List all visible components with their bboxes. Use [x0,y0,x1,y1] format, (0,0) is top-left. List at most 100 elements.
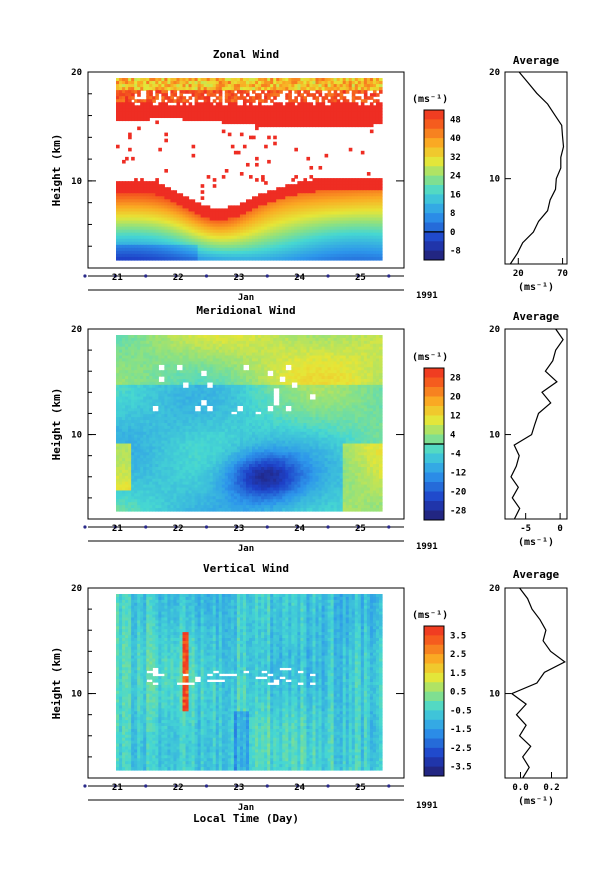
heatmap-cell [209,335,214,339]
heatmap-cell [128,349,132,354]
heatmap-cell [282,367,286,371]
heatmap-cell [303,102,308,106]
heatmap-cell [270,93,274,97]
heatmap-cell [330,196,335,200]
heatmap-cell [270,84,274,88]
heatmap-cell [279,384,283,389]
heatmap-cell [182,358,187,362]
heatmap-cell [315,229,320,234]
heatmap-cell [264,229,268,234]
heatmap-cell [215,376,220,380]
heatmap-cell [146,376,150,380]
heatmap-cell [173,193,178,197]
heatmap-cell [252,381,256,386]
heatmap-cell [360,217,365,222]
heatmap-cell [194,352,199,357]
heatmap-cell [261,217,265,222]
heatmap-cell [227,373,232,377]
heatmap-cell [252,355,256,360]
heatmap-cell [149,358,153,362]
heatmap-cell [312,250,317,255]
heatmap-cell [203,358,208,362]
month-label: Jan [238,293,254,303]
heatmap-cell [315,190,320,194]
heatmap-cell [167,196,172,200]
heatmap-cell [249,87,253,91]
heatmap-cell [152,193,156,197]
heatmap-cell [342,340,347,345]
heatmap-cell [152,181,156,185]
heatmap-cell [270,223,274,228]
heatmap-cell [131,202,135,206]
heatmap-cell [155,196,159,200]
heatmap-cell [185,90,190,94]
heatmap-cell [357,193,362,197]
heatmap-cell [173,346,178,351]
heatmap-cell [321,217,326,222]
heatmap-cell [173,190,178,194]
heatmap-cell [300,114,305,119]
heatmap-cell [360,343,365,348]
heatmap-cell [149,367,153,371]
heatmap-cell [230,108,235,112]
heatmap-cell [242,358,247,362]
heatmap-cell [218,387,223,392]
heatmap-cell [194,214,199,219]
heatmap-cell [279,102,283,106]
heatmap-cell [327,123,332,128]
heatmap-cell [300,96,305,100]
heatmap-cell [258,81,262,85]
heatmap-cell [176,250,181,255]
heatmap-cell [339,343,344,348]
heatmap-cell [215,217,220,222]
heatmap-cell [354,178,359,182]
heatmap-cell [176,111,181,115]
heatmap-cell [152,235,156,240]
heatmap-cell [339,78,344,82]
heatmap-cell [221,355,226,360]
heatmap-cell [149,184,153,188]
heatmap-cell [209,226,214,231]
heatmap-cell [194,349,199,354]
heatmap-cell [122,241,126,246]
heatmap-cell [149,90,153,94]
heatmap-cell [224,358,229,362]
heatmap-cell [188,117,193,122]
heatmap-cell [146,78,150,82]
heatmap-cell [258,96,262,100]
heatmap-cell [167,226,172,231]
heatmap-cell [372,232,377,237]
heatmap-cell [291,184,295,188]
heatmap-cell [221,241,226,246]
heatmap-cell [197,220,202,225]
heatmap-cell [173,247,178,252]
heatmap-cell [321,235,326,240]
heatmap-cell [146,232,150,237]
heatmap-cell [173,229,178,234]
heatmap-cell [351,81,356,85]
heatmap-cell [360,108,365,112]
heatmap-cell [303,340,308,345]
heatmap-cell [291,349,295,354]
heatmap-cell [318,340,323,345]
heatmap-cell [318,117,323,122]
heatmap-cell [125,238,129,243]
heatmap-cell [242,114,247,119]
heatmap-cell [294,205,298,210]
heatmap-cell [378,256,383,261]
heatmap-cell [273,193,277,197]
time-tick-mark [235,274,239,278]
heatmap-cell [242,117,247,122]
heatmap-cell [357,340,362,345]
heatmap-cell [173,343,178,348]
heatmap-cell [185,241,190,246]
heatmap-cell [288,196,292,200]
heatmap-cell [303,229,308,234]
heatmap-cell [239,346,244,351]
heatmap-cell [230,346,235,351]
heatmap-cell [197,256,202,261]
heatmap-cell [375,244,380,249]
heatmap-cell [285,87,289,91]
heatmap-cell [249,120,253,125]
heatmap-cell [239,335,244,339]
